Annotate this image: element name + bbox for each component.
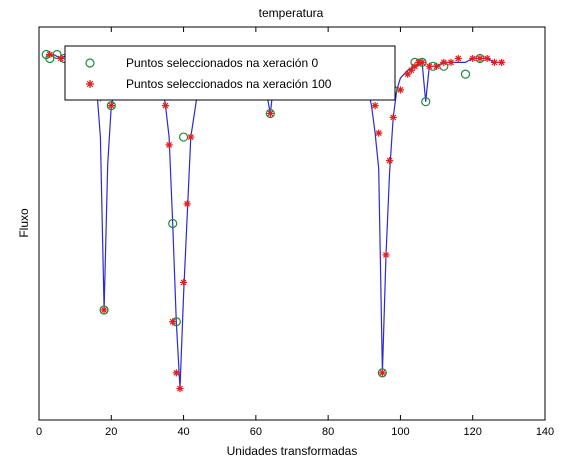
gen100-point: [169, 318, 177, 326]
gen100-point: [385, 157, 394, 165]
gen100-point: [490, 58, 498, 66]
x-tick-label-2: 40: [177, 426, 189, 438]
gen0-point: [106, 100, 116, 111]
chart-title: temperatura: [259, 6, 324, 20]
gen100-point: [389, 113, 397, 121]
gen100-point: [411, 62, 419, 70]
legend-gen100-label: Puntos seleccionados na xeración 100: [126, 77, 332, 91]
gen100-point: [454, 54, 462, 63]
gen0-point: [265, 108, 275, 119]
gen100-point: [378, 369, 386, 377]
gen100-point: [483, 54, 491, 63]
gen100-point: [371, 102, 379, 110]
gen100-point: [382, 251, 390, 259]
gen0-point: [168, 218, 178, 229]
gen100-point: [107, 102, 115, 110]
gen100-point: [375, 129, 383, 137]
gen100-point: [57, 54, 65, 63]
legend-box: [64, 45, 396, 101]
gen100-point: [46, 50, 54, 59]
legend-gen100-marker: [86, 80, 94, 88]
x-tick-label-5: 100: [391, 426, 409, 438]
gen100-point: [179, 278, 188, 287]
gen100-point: [187, 133, 195, 141]
gen100-point: [432, 62, 441, 70]
legend: Puntos seleccionados na xeración 0 Punto…: [64, 45, 396, 101]
x-axis-title: Unidades transformadas: [227, 444, 358, 458]
legend-gen0-marker: [85, 58, 95, 68]
legend-star-shape: [86, 80, 94, 88]
plot-area-frame: [38, 26, 546, 421]
y-axis-title: Fluxo: [17, 208, 31, 238]
gen100-point: [407, 66, 415, 74]
gen100-point: [172, 369, 180, 377]
x-tick-label-0: 0: [36, 426, 42, 438]
gen0-point: [377, 368, 387, 378]
gen100-point: [440, 58, 448, 66]
x-tick-label-6: 120: [464, 426, 482, 438]
legend-gen0-label: Puntos seleccionados na xeración 0: [126, 56, 318, 70]
gen100-point: [414, 58, 423, 66]
gen100-point: [425, 62, 433, 70]
x-tick-label-7: 140: [536, 426, 554, 438]
x-axis: 0 20 40 60 80 100 120 140: [36, 27, 554, 438]
gen100-points: [46, 50, 506, 393]
gen100-point: [498, 58, 506, 66]
gen0-point: [421, 97, 431, 107]
series-line: [46, 53, 502, 389]
x-tick-label-4: 80: [322, 426, 334, 438]
x-tick-label-3: 60: [250, 426, 262, 438]
gen100-point: [476, 54, 484, 63]
gen100-point: [165, 141, 173, 149]
gen100-point: [183, 200, 191, 208]
gen100-point: [404, 70, 412, 78]
gen100-point: [418, 58, 426, 66]
gen0-point: [178, 132, 189, 142]
gen100-point: [176, 384, 184, 393]
gen100-point: [266, 109, 274, 118]
gen100-point: [161, 102, 170, 110]
gen0-point: [99, 305, 109, 315]
gen100-point: [447, 58, 455, 66]
gen0-point: [460, 69, 471, 79]
x-tick-label-1: 20: [105, 426, 117, 438]
gen100-point: [469, 54, 477, 63]
gen100-point: [100, 306, 108, 314]
gen100-point: [396, 86, 405, 94]
